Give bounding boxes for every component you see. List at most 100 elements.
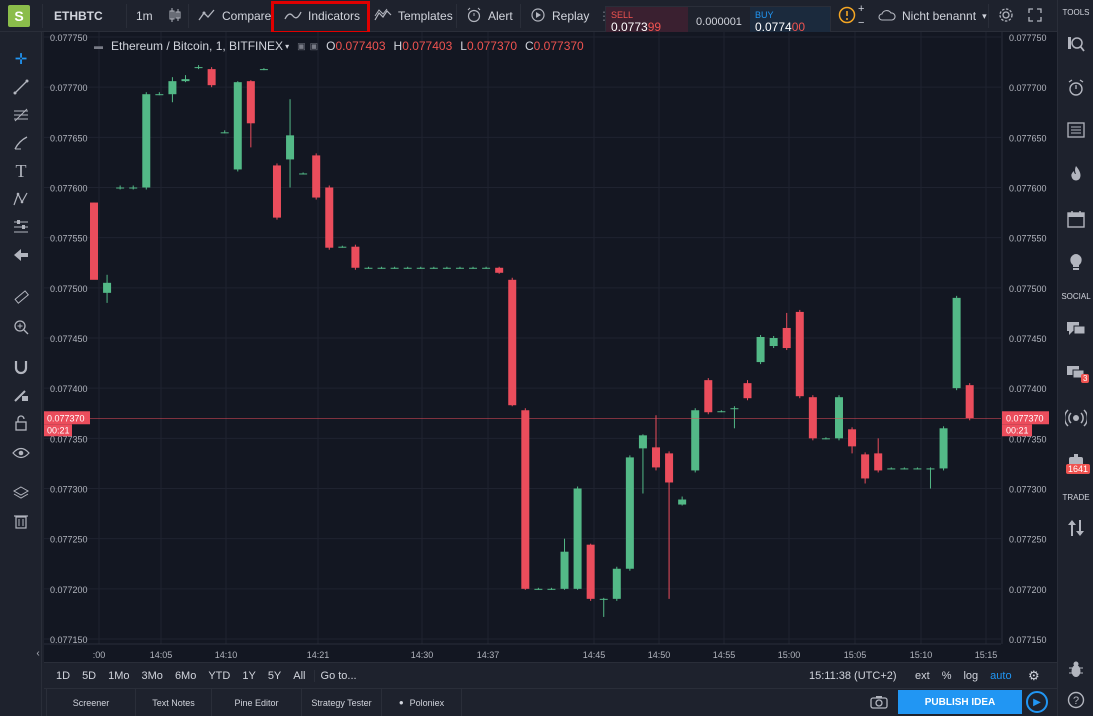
sell-label: SELL xyxy=(611,10,634,20)
templates-button[interactable]: Templates xyxy=(368,0,459,32)
alert-button[interactable]: Alert xyxy=(460,0,519,32)
range-button-5y[interactable]: 5Y xyxy=(267,669,282,682)
scale-option-ext[interactable]: ext xyxy=(915,669,930,682)
trade-arrows-icon[interactable] xyxy=(1065,517,1087,539)
prediction-icon[interactable] xyxy=(10,216,32,238)
chart-pane[interactable]: 0.077750 0.077700 0.077650 0.077600 0.077550… xyxy=(44,32,1057,662)
price-tick-label-left: 0.077250 xyxy=(50,535,88,545)
range-button-1mo[interactable]: 1Mo xyxy=(108,669,130,682)
high-value: H0.077403 xyxy=(393,39,453,53)
chevron-down-icon[interactable]: ▾ xyxy=(285,41,290,51)
tab-text-notes[interactable]: Text Notes xyxy=(136,688,212,716)
series-title[interactable]: Ethereum / Bitcoin, 1, BITFINEX xyxy=(111,39,284,53)
trash-icon[interactable] xyxy=(10,510,32,532)
range-button-3mo[interactable]: 3Mo xyxy=(141,669,163,682)
settings-button[interactable] xyxy=(992,0,1020,32)
arrow-left-icon[interactable] xyxy=(10,244,32,266)
bug-icon[interactable] xyxy=(1065,659,1087,681)
ruler-icon[interactable] xyxy=(10,286,32,308)
scale-option-percent[interactable]: % xyxy=(941,669,952,682)
interval-button[interactable]: 1m xyxy=(130,0,159,32)
publish-idea-button[interactable]: PUBLISH IDEA xyxy=(898,690,1022,714)
candle-body xyxy=(573,488,582,589)
tab-screener[interactable]: Screener xyxy=(46,688,136,716)
play-icon[interactable]: ▶ xyxy=(1026,691,1048,713)
layout-menu[interactable]: Nicht benannt ▾ xyxy=(872,0,993,32)
range-button-1d[interactable]: 1D xyxy=(56,669,71,682)
tab-label: Screener xyxy=(72,697,110,708)
scale-option-auto[interactable]: auto xyxy=(990,669,1012,682)
candle-body xyxy=(116,187,125,189)
layers-icon[interactable] xyxy=(10,482,32,504)
plus-icon[interactable]: + xyxy=(858,3,865,15)
calendar-icon[interactable] xyxy=(1065,208,1087,230)
tab-pine-editor[interactable]: Pine Editor xyxy=(212,688,302,716)
watchlist-icon[interactable] xyxy=(1065,119,1087,141)
zoom-in-icon[interactable] xyxy=(10,316,32,338)
info-button[interactable] xyxy=(832,0,862,32)
price-axis[interactable]: 0.077750 0.077700 0.077650 0.077600 0.077550… xyxy=(1001,32,1057,662)
candle-body xyxy=(769,338,778,347)
range-button-1y[interactable]: 1Y xyxy=(242,669,256,682)
hotlist-flame-icon[interactable] xyxy=(1065,163,1087,185)
range-buttons: 1D 5D 1Mo 3Mo 6Mo YTD 1Y 5Y All xyxy=(44,670,312,682)
chat-icon[interactable] xyxy=(1065,318,1087,340)
indicators-button[interactable]: Indicators xyxy=(278,0,366,32)
crosshair-icon[interactable]: ✛ xyxy=(14,51,28,68)
time-tick-label: 14:30 xyxy=(411,650,434,660)
candle-body xyxy=(547,588,556,590)
pattern-icon[interactable] xyxy=(10,188,32,210)
chart-style-button[interactable] xyxy=(162,0,188,32)
lock-icon[interactable] xyxy=(10,412,32,434)
notifications-icon[interactable] xyxy=(1065,449,1087,471)
pencil-lock-icon[interactable] xyxy=(10,384,32,406)
eye-icon[interactable] xyxy=(10,442,32,464)
price-chart[interactable]: 0.077750 0.077700 0.077650 0.077600 0.077550… xyxy=(44,32,1057,662)
close-value: C0.077370 xyxy=(525,39,584,53)
fullscreen-button[interactable] xyxy=(1022,0,1048,32)
goto-button[interactable]: Go to... xyxy=(313,669,363,682)
candle-body xyxy=(103,282,112,293)
price-tick-label-left: 0.077200 xyxy=(50,585,88,595)
candle-body xyxy=(861,454,870,479)
status-dot-icon: ● xyxy=(398,698,404,707)
candle-body xyxy=(612,568,621,599)
scale-option-log[interactable]: log xyxy=(963,669,979,682)
quantity-stepper[interactable]: + − xyxy=(854,0,868,32)
tab-poloniex[interactable]: ● Poloniex xyxy=(382,688,462,716)
candle-body xyxy=(678,499,687,505)
candle-body xyxy=(560,551,569,589)
brush-icon[interactable] xyxy=(10,132,32,154)
collapse-arrow-icon[interactable]: ‹ xyxy=(36,647,40,659)
tab-strategy-tester[interactable]: Strategy Tester xyxy=(302,688,382,716)
range-button-5d[interactable]: 5D xyxy=(82,669,97,682)
replay-button[interactable]: Replay xyxy=(524,0,595,32)
eye-toggle-icon[interactable]: ▣ xyxy=(297,40,306,51)
compare-button[interactable]: Compare xyxy=(192,0,277,32)
range-button-all[interactable]: All xyxy=(293,669,306,682)
time-axis[interactable]: :00 14:05 14:10 14:21 14:30 14:37 14:45 14:50 14… xyxy=(44,643,1001,660)
camera-icon[interactable] xyxy=(870,695,888,712)
user-avatar[interactable]: S xyxy=(8,5,30,27)
trend-line-icon[interactable] xyxy=(10,76,32,98)
search-icon[interactable] xyxy=(1065,33,1087,55)
fib-icon[interactable] xyxy=(10,104,32,126)
magnet-icon[interactable] xyxy=(10,356,32,378)
minus-icon[interactable]: − xyxy=(858,17,865,29)
divider xyxy=(988,4,989,28)
alarm-clock-icon[interactable] xyxy=(1065,77,1087,99)
ideas-bulb-icon[interactable] xyxy=(1065,251,1087,273)
help-icon[interactable]: ? xyxy=(1065,689,1087,711)
text-tool-icon[interactable]: T xyxy=(15,160,27,181)
clock[interactable]: 15:11:38 (UTC+2) xyxy=(809,669,897,682)
cloud-icon xyxy=(878,9,896,24)
candle-body xyxy=(312,155,321,198)
settings-toggle-icon[interactable]: ▣ xyxy=(309,40,319,51)
range-button-6mo[interactable]: 6Mo xyxy=(174,669,197,682)
streams-broadcast-icon[interactable] xyxy=(1065,407,1087,429)
gear-icon[interactable]: ⚙ xyxy=(1028,667,1040,683)
symbol-search[interactable]: ETHBTC xyxy=(48,0,109,32)
chart-properties-icon[interactable]: ▬ xyxy=(94,41,103,51)
candle-body xyxy=(638,435,647,449)
range-button-ytd[interactable]: YTD xyxy=(208,669,231,682)
